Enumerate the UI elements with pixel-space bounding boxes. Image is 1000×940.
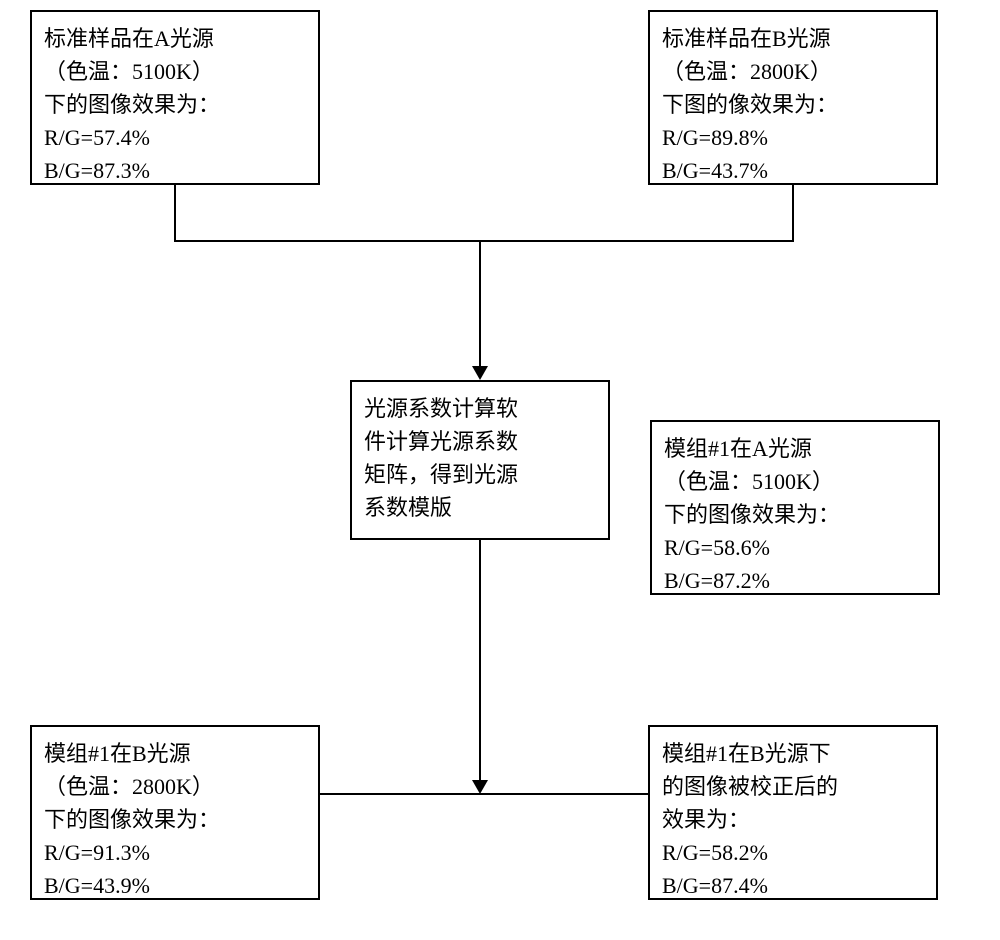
text-line: （色温：5100K） — [664, 465, 926, 498]
text-line: R/G=89.8% — [662, 121, 924, 154]
connector-line — [320, 793, 648, 795]
connector-line — [479, 540, 481, 780]
text-line: 下的图像效果为： — [44, 803, 306, 836]
arrow-icon — [472, 780, 488, 794]
text-line: （色温：2800K） — [662, 55, 924, 88]
arrow-icon — [472, 366, 488, 380]
text-line: R/G=91.3% — [44, 836, 306, 869]
connector-line — [479, 240, 481, 366]
text-line: R/G=58.2% — [662, 836, 924, 869]
box-center: 光源系数计算软 件计算光源系数 矩阵，得到光源 系数模版 — [350, 380, 610, 540]
text-line: （色温：2800K） — [44, 770, 306, 803]
text-line: B/G=43.9% — [44, 869, 306, 902]
text-line: 模组#1在B光源下 — [662, 737, 924, 770]
text-line: R/G=57.4% — [44, 121, 306, 154]
text-line: B/G=87.4% — [662, 869, 924, 902]
text-line: 下图的像效果为： — [662, 88, 924, 121]
text-line: 下的图像效果为： — [44, 88, 306, 121]
text-line: 下的图像效果为： — [664, 498, 926, 531]
text-line: 模组#1在B光源 — [44, 737, 306, 770]
box-bottom-right: 模组#1在B光源下 的图像被校正后的 效果为： R/G=58.2% B/G=87… — [648, 725, 938, 900]
box-mid-right: 模组#1在A光源 （色温：5100K） 下的图像效果为： R/G=58.6% B… — [650, 420, 940, 595]
text-line: （色温：5100K） — [44, 55, 306, 88]
box-top-left: 标准样品在A光源 （色温：5100K） 下的图像效果为： R/G=57.4% B… — [30, 10, 320, 185]
connector-line — [174, 185, 176, 240]
connector-line — [174, 240, 794, 242]
text-line: 效果为： — [662, 803, 924, 836]
box-bottom-left: 模组#1在B光源 （色温：2800K） 下的图像效果为： R/G=91.3% B… — [30, 725, 320, 900]
text-line: 矩阵，得到光源 — [364, 458, 596, 491]
text-line: 模组#1在A光源 — [664, 432, 926, 465]
text-line: B/G=43.7% — [662, 154, 924, 187]
text-line: B/G=87.3% — [44, 154, 306, 187]
text-line: 系数模版 — [364, 491, 596, 524]
text-line: 标准样品在B光源 — [662, 22, 924, 55]
text-line: 标准样品在A光源 — [44, 22, 306, 55]
text-line: B/G=87.2% — [664, 564, 926, 597]
text-line: R/G=58.6% — [664, 531, 926, 564]
text-line: 件计算光源系数 — [364, 425, 596, 458]
box-top-right: 标准样品在B光源 （色温：2800K） 下图的像效果为： R/G=89.8% B… — [648, 10, 938, 185]
connector-line — [792, 185, 794, 240]
text-line: 的图像被校正后的 — [662, 770, 924, 803]
text-line: 光源系数计算软 — [364, 392, 596, 425]
